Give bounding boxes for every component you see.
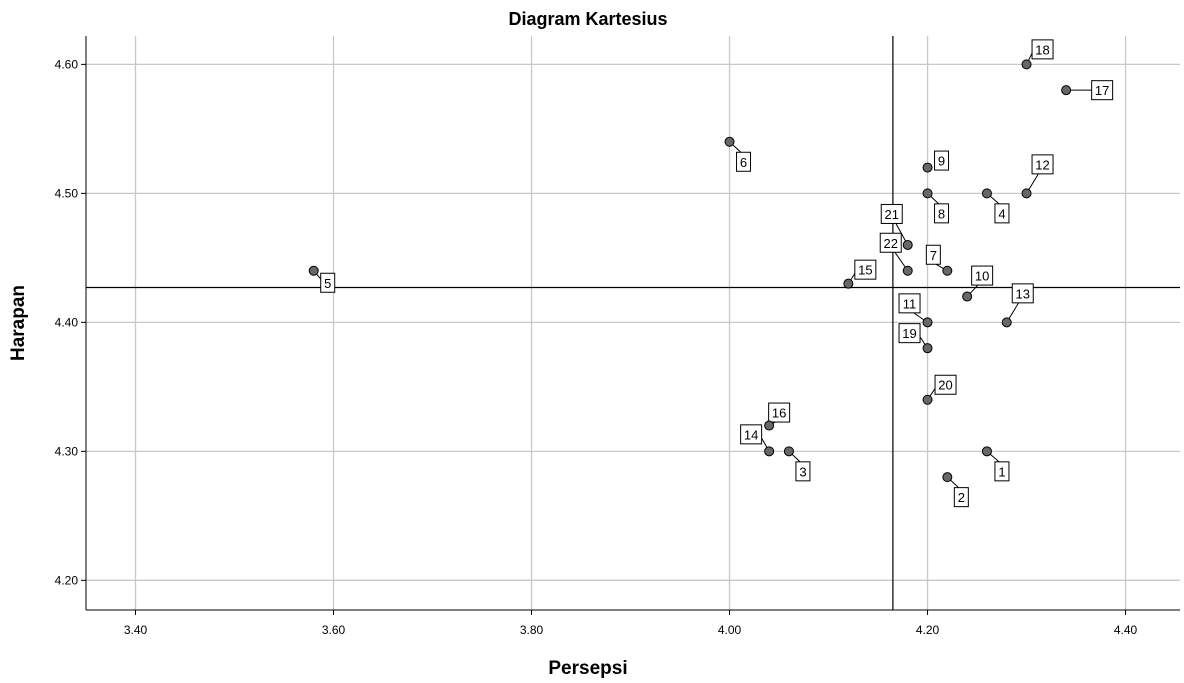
point-label: 17 xyxy=(1095,83,1109,98)
point-label: 13 xyxy=(1016,286,1030,301)
point-label: 11 xyxy=(903,296,917,311)
x-tick-label: 4.00 xyxy=(718,623,742,637)
point-label-box xyxy=(953,487,969,508)
y-tick-label: 4.40 xyxy=(55,315,79,329)
point-label-box xyxy=(1031,154,1054,175)
point-label-box xyxy=(898,323,921,344)
data-point xyxy=(922,394,933,405)
data-point xyxy=(942,472,953,483)
axes xyxy=(85,36,1180,611)
point-label-box xyxy=(898,293,921,314)
point-label: 6 xyxy=(740,155,747,170)
x-tick-label: 3.60 xyxy=(322,623,346,637)
point-label-box xyxy=(934,374,957,395)
x-tick-label: 3.80 xyxy=(520,623,544,637)
point-label: 19 xyxy=(902,326,916,341)
y-tick-label: 4.20 xyxy=(55,573,79,587)
data-point xyxy=(902,239,913,250)
point-label-box xyxy=(994,203,1010,224)
data-point xyxy=(922,343,933,354)
point-label-box xyxy=(795,461,811,482)
point-label-box xyxy=(971,265,994,286)
point-label: 4 xyxy=(998,206,1005,221)
data-point xyxy=(922,317,933,328)
data-point xyxy=(764,446,775,457)
data-point xyxy=(981,446,992,457)
point-label: 15 xyxy=(858,263,872,278)
point-label: 21 xyxy=(885,207,899,222)
point-label: 14 xyxy=(744,427,758,442)
point-label: 12 xyxy=(1035,157,1049,172)
tick-labels: 3.40 3.60 3.80 4.00 4.20 4.40 4.20 4.30 4.40 4.50… xyxy=(55,57,1138,637)
point-label: 8 xyxy=(938,206,945,221)
point-label-box xyxy=(768,402,791,423)
data-point xyxy=(1021,59,1032,70)
point-label: 22 xyxy=(884,236,898,251)
point-label-box xyxy=(880,203,903,224)
point-label-box xyxy=(1091,80,1114,101)
data-point xyxy=(1021,188,1032,199)
data-point xyxy=(922,188,933,199)
point-label-box xyxy=(854,259,877,280)
x-axis-label: Persepsi xyxy=(548,658,627,679)
point-label-box xyxy=(320,272,336,293)
chart-title: Diagram Kartesius xyxy=(508,9,667,29)
data-point xyxy=(942,265,953,276)
point-label-box xyxy=(934,150,950,171)
data-point xyxy=(962,291,973,302)
data-point xyxy=(843,278,854,289)
data-point xyxy=(308,265,319,276)
point-label-box xyxy=(934,203,950,224)
point-label: 9 xyxy=(938,154,945,169)
point-label-box xyxy=(994,461,1010,482)
point-label-box xyxy=(1011,283,1034,304)
point-label: 3 xyxy=(799,464,806,479)
point-label: 2 xyxy=(958,490,965,505)
data-point xyxy=(902,265,913,276)
y-tick-label: 4.50 xyxy=(55,186,79,200)
point-label-box xyxy=(879,232,902,253)
y-tick-label: 4.60 xyxy=(55,57,79,71)
point-label-box xyxy=(736,151,752,172)
data-point xyxy=(1061,85,1072,96)
reference-lines xyxy=(86,36,1180,610)
point-label: 20 xyxy=(938,378,952,393)
point-label: 10 xyxy=(975,269,989,284)
point-label: 7 xyxy=(930,248,937,263)
point-label: 1 xyxy=(998,464,1005,479)
x-tick-label: 3.40 xyxy=(124,623,148,637)
data-point xyxy=(783,446,794,457)
y-tick-label: 4.30 xyxy=(55,444,79,458)
grid-lines xyxy=(86,36,1180,610)
point-label: 16 xyxy=(772,406,786,421)
data-point xyxy=(922,162,933,173)
data-point xyxy=(1001,317,1012,328)
point-label-box xyxy=(740,424,763,445)
data-point xyxy=(981,188,992,199)
point-label: 18 xyxy=(1035,42,1049,57)
data-point xyxy=(764,420,775,431)
x-tick-label: 4.40 xyxy=(1114,623,1138,637)
point-label-box xyxy=(925,244,941,265)
point-label-box xyxy=(1031,39,1054,60)
y-axis-label: Harapan xyxy=(8,285,29,361)
x-tick-label: 4.20 xyxy=(916,623,940,637)
point-label: 5 xyxy=(324,276,331,291)
data-point xyxy=(724,136,735,147)
